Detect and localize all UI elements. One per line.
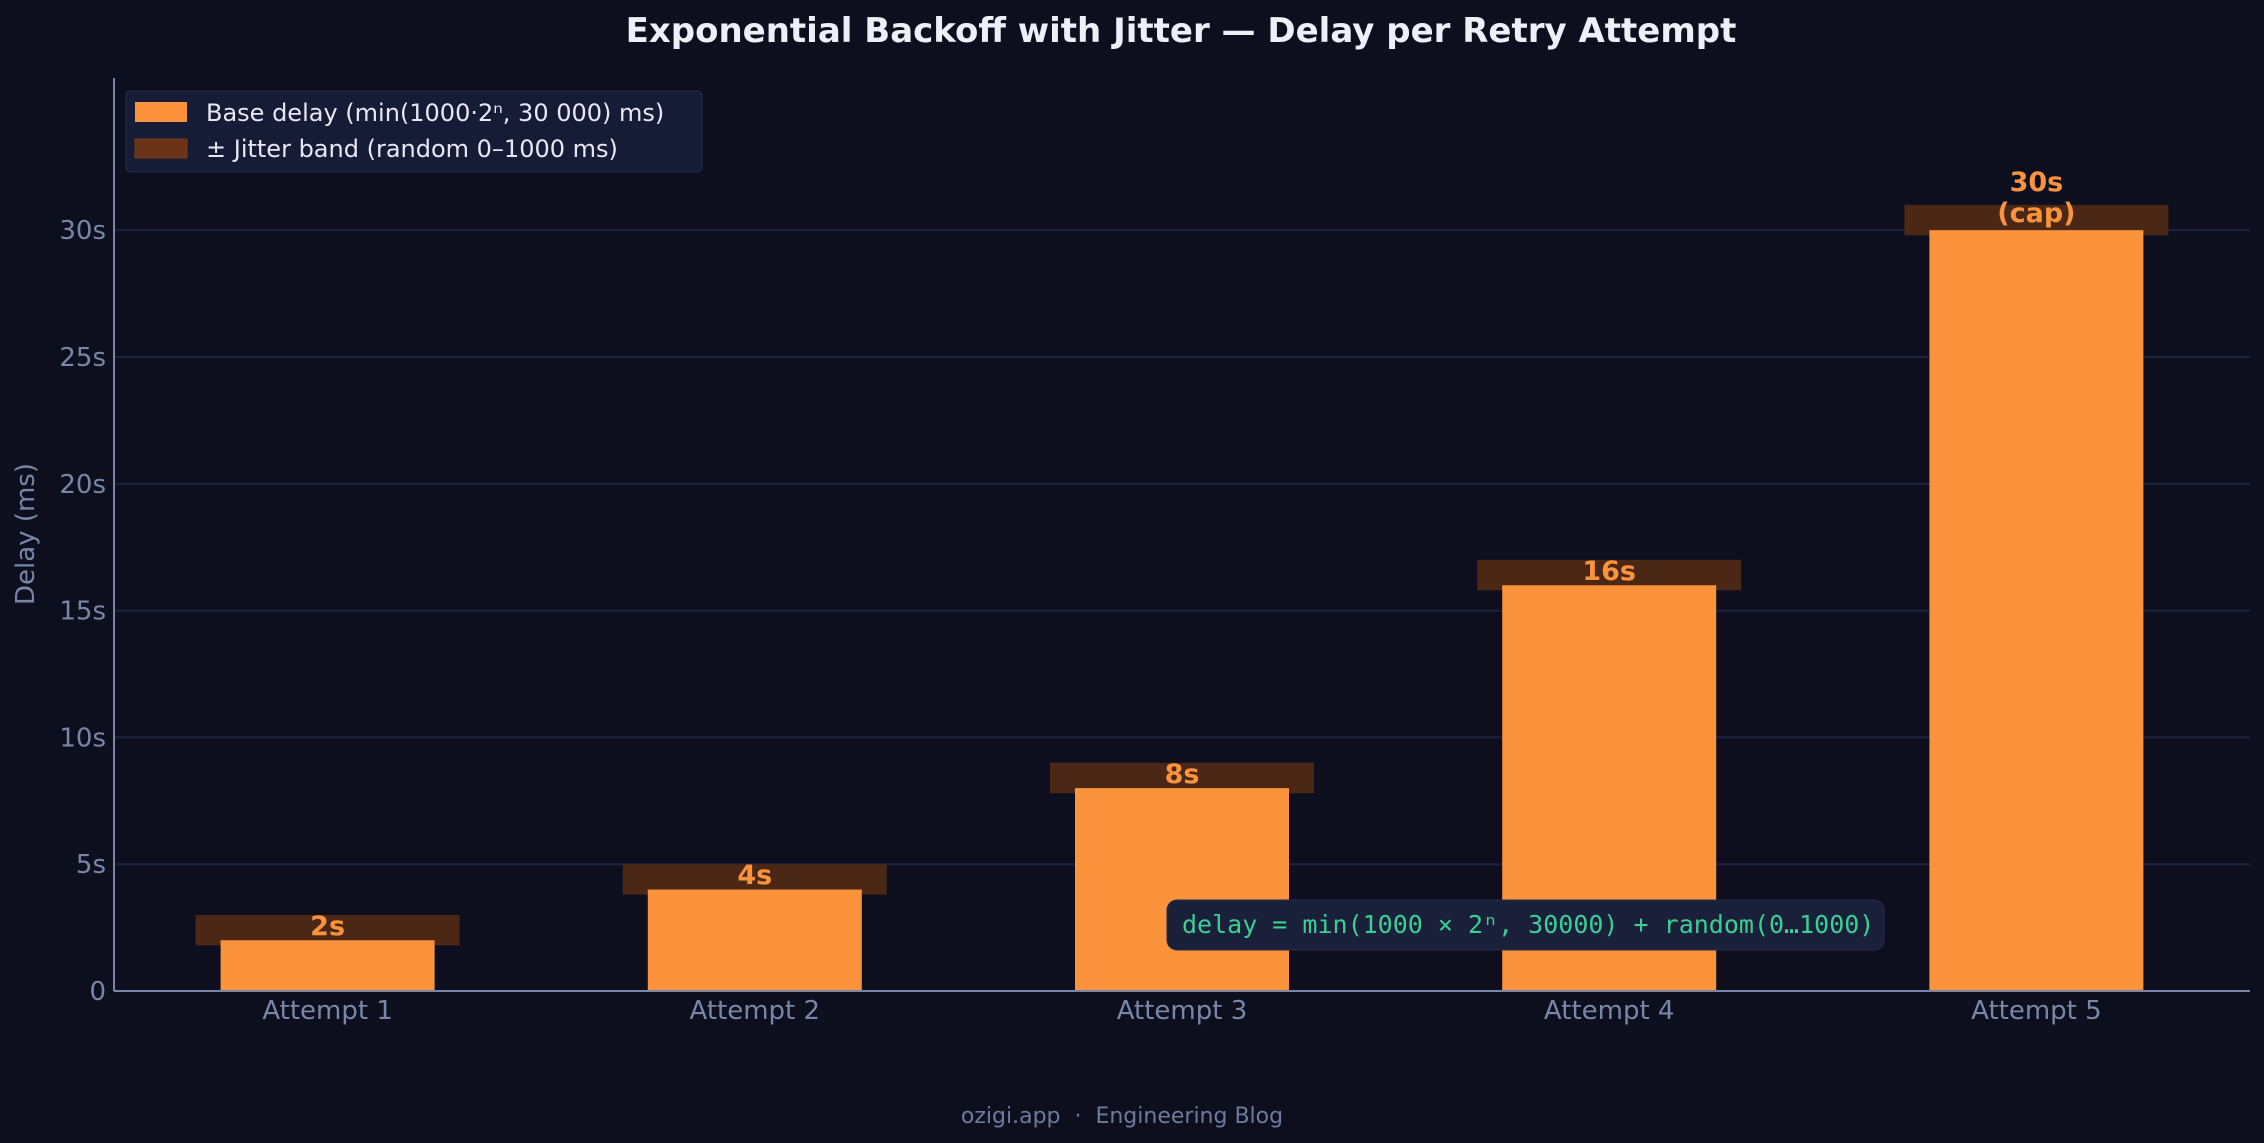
data-label: (cap)	[1997, 198, 2075, 229]
legend-swatch-base	[135, 102, 187, 122]
y-axis-label: Delay (ms)	[11, 463, 41, 605]
x-tick-label: Attempt 3	[1117, 996, 1248, 1026]
data-label: 30s	[2010, 167, 2064, 198]
legend-label-base: Base delay (min(1000·2ⁿ, 30 000) ms)	[206, 99, 664, 127]
y-tick-label: 5s	[76, 850, 106, 880]
bar	[220, 940, 435, 991]
legend-swatch-jitter	[134, 138, 188, 159]
bar	[647, 889, 862, 991]
y-tick-label: 15s	[59, 597, 106, 627]
y-tick-label: 0	[89, 977, 106, 1007]
x-tick-label: Attempt 1	[262, 996, 393, 1026]
formula-text: delay = min(1000 × 2ⁿ, 30000) + random(0…	[1182, 910, 1874, 939]
footer: ozigi.app · Engineering Blog	[961, 1104, 1283, 1129]
data-label: 16s	[1582, 556, 1636, 587]
formula-annotation: delay = min(1000 × 2ⁿ, 30000) + random(0…	[1166, 899, 1885, 951]
bar	[1075, 788, 1289, 991]
data-label: 2s	[310, 911, 345, 942]
y-tick-label: 10s	[59, 723, 106, 753]
data-label: 8s	[1165, 759, 1200, 790]
y-tick-label: 30s	[59, 216, 106, 246]
legend: Base delay (min(1000·2ⁿ, 30 000) ms) ± J…	[125, 90, 703, 173]
x-tick-label: Attempt 2	[690, 996, 821, 1026]
bar	[1929, 230, 2144, 991]
data-label: 4s	[737, 860, 772, 891]
legend-label-jitter: ± Jitter band (random 0–1000 ms)	[206, 135, 618, 163]
chart-title: Exponential Backoff with Jitter — Delay …	[626, 11, 1737, 51]
y-tick-label: 25s	[59, 343, 106, 373]
x-tick-label: Attempt 5	[1971, 996, 2102, 1026]
y-tick-label: 20s	[59, 470, 106, 500]
x-tick-label: Attempt 4	[1544, 996, 1675, 1026]
